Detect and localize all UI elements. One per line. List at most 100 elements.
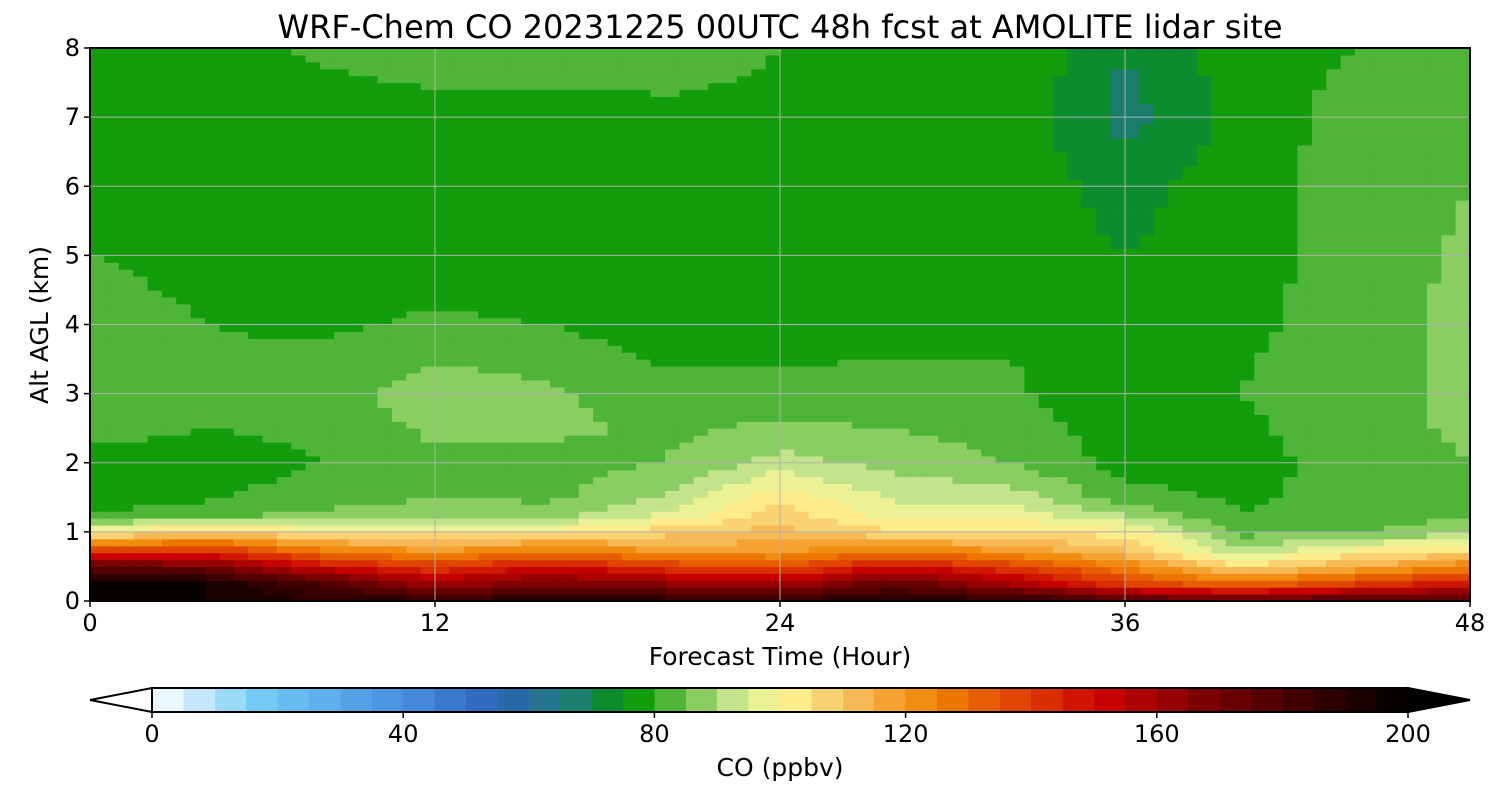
heatmap-cell <box>1240 414 1255 422</box>
heatmap-cell <box>535 393 551 402</box>
heatmap-cell <box>118 580 134 588</box>
heatmap-cell <box>1412 414 1428 422</box>
heatmap-cell <box>1283 248 1299 256</box>
heatmap-cell <box>535 359 551 367</box>
heatmap-cell <box>233 566 249 574</box>
heatmap-cell <box>823 386 839 395</box>
heatmap-cell <box>1110 386 1126 395</box>
heatmap-cell <box>1211 276 1227 284</box>
heatmap-cell <box>736 566 752 574</box>
heatmap-cell <box>1067 365 1083 374</box>
heatmap-cell <box>665 324 680 333</box>
heatmap-cell <box>1412 511 1428 519</box>
heatmap-cell <box>708 359 724 367</box>
heatmap-cell <box>276 400 292 409</box>
heatmap-cell <box>1010 303 1025 312</box>
heatmap-cell <box>851 400 867 409</box>
heatmap-cell <box>233 435 249 443</box>
heatmap-cell <box>1225 324 1241 333</box>
heatmap-cell <box>1153 511 1169 519</box>
heatmap-cell <box>736 559 752 568</box>
heatmap-cell <box>391 372 407 381</box>
heatmap-cell <box>1311 428 1327 436</box>
heatmap-cell <box>708 372 724 381</box>
heatmap-cell <box>1254 442 1270 450</box>
heatmap-cell <box>593 359 609 367</box>
heatmap-cell <box>851 255 867 263</box>
heatmap-cell <box>1153 587 1169 595</box>
heatmap-cell <box>219 455 235 464</box>
heatmap-cell <box>90 303 105 312</box>
heatmap-cell <box>578 262 594 270</box>
heatmap-cell <box>1355 248 1370 256</box>
heatmap-cell <box>161 442 177 450</box>
heatmap-cell <box>219 379 235 388</box>
heatmap-cell <box>995 594 1011 602</box>
heatmap-cell <box>665 414 680 422</box>
heatmap-cell <box>492 490 508 498</box>
heatmap-cell <box>90 566 105 574</box>
heatmap-cell <box>233 538 249 547</box>
heatmap-cell <box>262 455 278 464</box>
heatmap-cell <box>1225 255 1241 263</box>
heatmap-cell <box>1110 331 1126 339</box>
heatmap-cell <box>506 310 522 319</box>
heatmap-cell <box>320 580 335 588</box>
heatmap-cell <box>1441 559 1457 568</box>
heatmap-cell <box>1412 338 1428 346</box>
heatmap-cell <box>722 594 738 602</box>
heatmap-cell <box>851 289 867 298</box>
heatmap-cell <box>550 414 565 422</box>
heatmap-cell <box>190 552 206 561</box>
heatmap-cell <box>435 283 450 291</box>
heatmap-cell <box>219 283 235 291</box>
heatmap-cell <box>981 587 997 595</box>
heatmap-cell <box>205 414 220 422</box>
heatmap-cell <box>564 442 580 450</box>
heatmap-cell <box>1383 462 1399 471</box>
heatmap-cell <box>607 511 623 519</box>
heatmap-cell <box>895 428 910 436</box>
heatmap-cell <box>895 310 910 319</box>
heatmap-cell <box>176 324 192 333</box>
heatmap-cell <box>679 538 695 547</box>
heatmap-cell <box>1283 497 1299 505</box>
heatmap-cell <box>938 296 954 305</box>
heatmap-cell <box>190 580 206 588</box>
heatmap-cell <box>1369 524 1385 533</box>
heatmap-cell <box>1254 552 1270 561</box>
heatmap-cell <box>90 269 105 277</box>
heatmap-cell <box>1225 414 1241 422</box>
heatmap-cell <box>1369 324 1385 333</box>
heatmap-cell <box>248 566 264 574</box>
heatmap-cell <box>449 331 465 339</box>
heatmap-cell <box>420 303 436 312</box>
heatmap-cell <box>923 269 939 277</box>
heatmap-cell <box>1383 545 1399 554</box>
heatmap-cell <box>449 442 465 450</box>
heatmap-cell <box>995 476 1011 485</box>
heatmap-cell <box>636 545 652 554</box>
heatmap-cell <box>205 594 220 602</box>
heatmap-cell <box>1096 435 1112 443</box>
heatmap-cell <box>578 448 594 457</box>
heatmap-cell <box>1340 573 1356 581</box>
heatmap-cell <box>1053 448 1069 457</box>
heatmap-cell <box>133 248 149 256</box>
heatmap-cell <box>133 497 149 505</box>
heatmap-cell <box>751 352 767 360</box>
heatmap-cell <box>593 303 609 312</box>
heatmap-cell <box>1297 338 1313 346</box>
heatmap-cell <box>895 365 910 374</box>
heatmap-cell <box>1326 365 1342 374</box>
heatmap-cell <box>837 455 853 464</box>
heatmap-cell <box>363 324 379 333</box>
heatmap-cell <box>133 365 149 374</box>
heatmap-cell <box>995 580 1011 588</box>
heatmap-cell <box>276 518 292 526</box>
heatmap-cell <box>823 594 839 602</box>
heatmap-cell <box>621 580 637 588</box>
heatmap-cell <box>248 442 264 450</box>
heatmap-cell <box>1182 566 1198 574</box>
heatmap-cell <box>492 448 508 457</box>
